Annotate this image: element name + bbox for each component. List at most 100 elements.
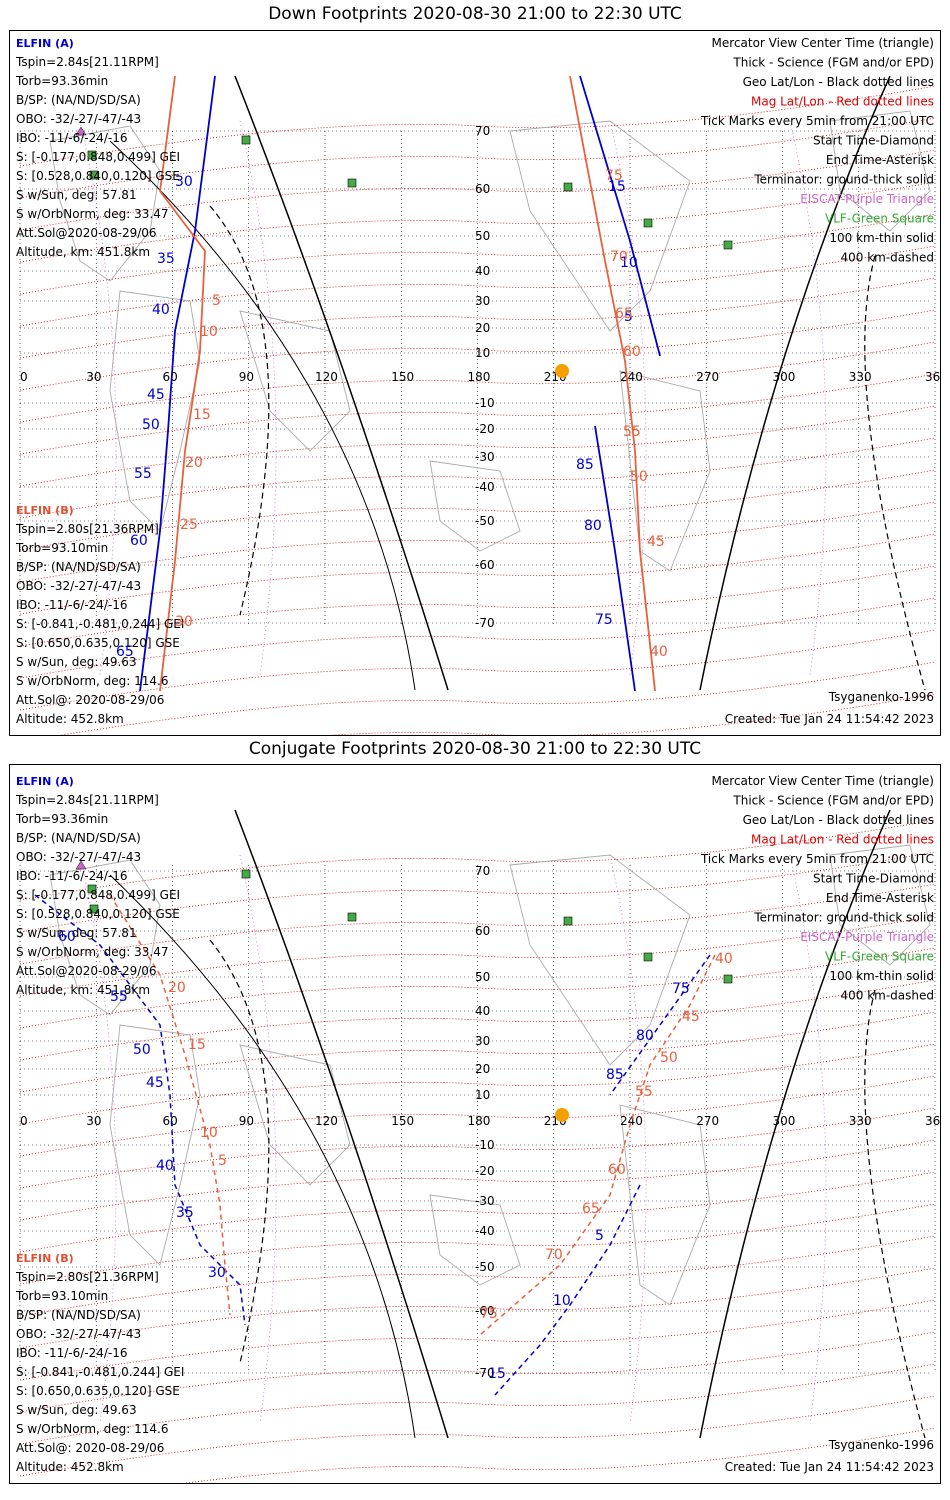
mag-meridian [789, 854, 827, 1424]
continent-outline [109, 1024, 201, 1266]
mag-parallel [19, 117, 936, 199]
trajectory-tick-label: 75 [605, 168, 623, 184]
terminator-ground-east [699, 809, 891, 1439]
legend-line: Mercator View Center Time (triangle) [712, 774, 934, 788]
vlf-station-square [563, 182, 573, 192]
trajectory-tick-label: 50 [660, 1050, 678, 1066]
mag-parallel [19, 437, 936, 519]
lat-tick-label: -40 [475, 1224, 495, 1238]
legend-line: VLF-Green Square [825, 950, 934, 964]
legend-line: Tick Marks every 5min from 21:00 UTC [700, 114, 934, 128]
trajectory-tick-label: 65 [582, 1201, 600, 1217]
vlf-station-square [241, 135, 251, 145]
elfin-b-info-line: Att.Sol@: 2020-08-29/06 [16, 693, 164, 707]
mag-meridian [239, 120, 277, 676]
terminator-400km-east [864, 255, 926, 691]
trajectory-tick-label: 50 [142, 417, 160, 433]
vlf-station-square [723, 240, 733, 250]
trajectory-tick-label: 10 [200, 1125, 218, 1141]
lon-tick-label: 300 [773, 370, 796, 384]
lat-tick-label: -40 [475, 480, 495, 494]
legend-line: EISCAT-Purple Triangle [800, 930, 934, 944]
lat-tick-label: 20 [475, 321, 490, 335]
trajectory-tick-label: 30 [175, 174, 193, 190]
elfin-b-info-line: IBO: -11/-6/-24/-16 [16, 1346, 128, 1360]
elfin-a-info-line: OBO: -32/-27/-47/-43 [16, 850, 141, 864]
vlf-station-square [87, 884, 97, 894]
mag-parallel [19, 1139, 936, 1221]
legend-line: Tick Marks every 5min from 21:00 UTC [700, 852, 934, 866]
trajectory-tick-label: 55 [110, 989, 128, 1005]
mag-parallel [19, 1363, 936, 1445]
trajectory-tick-label: 10 [200, 324, 218, 340]
elfin-b-info-line: S w/OrbNorm, deg: 114.6 [16, 1422, 168, 1436]
mag-parallel [19, 1235, 936, 1317]
trajectory-tick-label: 80 [636, 1028, 654, 1044]
trajectory-tick-label: 25 [180, 517, 198, 533]
trajectory-tick-label: 15 [608, 179, 626, 195]
lon-tick-label: 360 [925, 370, 940, 384]
lat-tick-label: 30 [475, 294, 490, 308]
mag-parallel [19, 245, 936, 327]
lon-tick-label: 150 [391, 370, 414, 384]
elfin-a-track-west [34, 894, 246, 1326]
legend-line: Mercator View Center Time (triangle) [712, 36, 934, 50]
lat-tick-label: -50 [475, 1260, 495, 1274]
terminator-ground [234, 809, 449, 1439]
trajectory-tick-label: 40 [715, 951, 733, 967]
lon-tick-label: 0 [20, 370, 28, 384]
elfin-b-info-line: IBO: -11/-6/-24/-16 [16, 598, 128, 612]
elfin-a-info-line: S: [-0.177,0.848,0.499] GEI [16, 888, 180, 902]
trajectory-tick-label: 65 [116, 644, 134, 660]
mag-parallel [19, 565, 936, 647]
legend-line: 100 km-thin solid [829, 231, 934, 245]
elfin-a-info-line: B/SP: (NA/ND/SD/SA) [16, 93, 141, 107]
mag-parallel [19, 181, 936, 263]
trajectory-tick-label: 45 [647, 534, 665, 550]
trajectory-tick-label: 70 [545, 1247, 563, 1263]
trajectory-tick-label: 15 [188, 1037, 206, 1053]
trajectory-tick-label: 45 [147, 387, 165, 403]
elfin-b-title: ELFIN (B) [16, 504, 74, 517]
continent-outline [509, 854, 691, 1066]
mag-meridian [239, 854, 277, 1424]
continent-outline [829, 844, 931, 966]
elfin-b-track-west [109, 894, 231, 1316]
legend-line: Terminator: ground-thick solid [753, 173, 934, 187]
elfin-a-info-line: Att.Sol@2020-08-29/06 [16, 226, 157, 240]
lon-tick-label: 30 [86, 370, 101, 384]
elfin-a-info-line: S: [0.528,0.840,0.120] GSE [16, 907, 180, 921]
elfin-a-info-line: S w/OrbNorm, deg: 33.47 [16, 945, 168, 959]
lon-tick-label: 180 [468, 1114, 491, 1128]
mag-parallel [19, 277, 936, 359]
lat-tick-label: -70 [475, 616, 495, 630]
mag-parallel [19, 469, 936, 551]
elfin-a-info-line: IBO: -11/-6/-24/-16 [16, 869, 128, 883]
mag-parallel [19, 819, 936, 901]
trajectory-tick-label: 40 [650, 644, 668, 660]
continent-outline [509, 120, 691, 332]
legend-line: 400 km-dashed [840, 251, 934, 265]
trajectory-tick-label: 60 [623, 344, 641, 360]
mag-parallel [19, 915, 936, 997]
trajectory-tick-label: 60 [58, 929, 76, 945]
lon-tick-label: 60 [163, 1114, 178, 1128]
terminator-100km [109, 874, 416, 1439]
trajectory-tick-label: 80 [584, 518, 602, 534]
vlf-station-square [643, 952, 653, 962]
lat-tick-label: -50 [475, 514, 495, 528]
mag-parallel [19, 1299, 936, 1381]
lat-tick-label: 40 [475, 264, 490, 278]
mag-parallel [19, 1267, 936, 1349]
lon-tick-label: 330 [849, 1114, 872, 1128]
lat-tick-label: 60 [475, 924, 490, 938]
terminator-ground [234, 75, 449, 691]
mag-parallel [19, 851, 936, 933]
elfin-b-info-line: S: [0.650,0.635,0.120] GSE [16, 1384, 180, 1398]
lon-tick-label: 270 [696, 370, 719, 384]
lon-tick-label: 120 [315, 370, 338, 384]
lat-tick-label: 70 [475, 864, 490, 878]
model-label: Tsyganenko-1996 [828, 1438, 934, 1452]
mag-parallel [19, 501, 936, 583]
lon-tick-label: 360 [925, 1114, 940, 1128]
